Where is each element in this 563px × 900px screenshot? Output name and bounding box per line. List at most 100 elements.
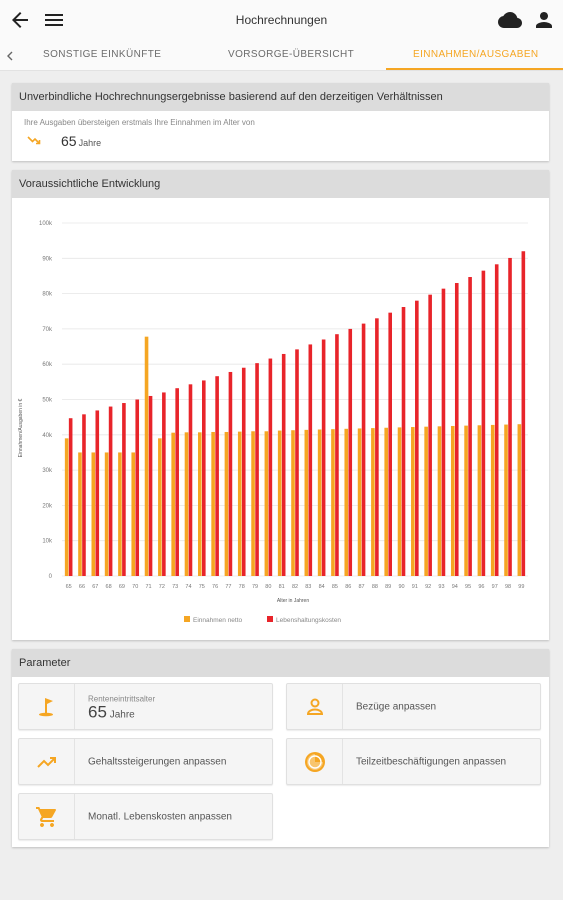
y-tick-label: 20k xyxy=(42,503,53,509)
bar-income xyxy=(424,426,428,576)
bar-income xyxy=(437,426,442,576)
back-arrow-icon[interactable] xyxy=(8,8,32,32)
living-costs-button[interactable]: Monatl. Lebenskosten anpassen xyxy=(18,793,273,840)
bar-expenses xyxy=(162,392,166,576)
x-tick-label: 96 xyxy=(478,584,484,590)
bar-expenses xyxy=(148,395,153,576)
trending-down-icon xyxy=(27,136,41,145)
bar-income xyxy=(411,427,415,576)
x-tick-label: 67 xyxy=(92,584,98,590)
x-tick-label: 98 xyxy=(505,584,511,590)
bar-expenses xyxy=(375,318,379,576)
y-tick-label: 70k xyxy=(42,327,53,333)
x-tick-label: 76 xyxy=(212,584,218,590)
x-tick-label: 91 xyxy=(412,584,418,590)
bar-income xyxy=(198,432,202,576)
bar-expenses xyxy=(135,399,140,576)
bar-expenses xyxy=(494,264,499,576)
bar-income xyxy=(464,425,468,576)
bar-income xyxy=(331,429,335,576)
x-tick-label: 75 xyxy=(199,584,205,590)
x-tick-label: 86 xyxy=(345,584,351,590)
bar-income xyxy=(104,452,109,576)
y-tick-label: 90k xyxy=(42,256,53,262)
income-adjust-label: Bezüge anpassen xyxy=(356,701,437,712)
bar-income xyxy=(397,427,402,576)
bar-expenses xyxy=(415,300,419,576)
bar-income xyxy=(371,428,375,576)
result-header: Unverbindliche Hochrechnungsergebnisse b… xyxy=(12,83,549,111)
legend-swatch xyxy=(184,616,190,622)
bar-expenses xyxy=(468,277,472,576)
tab-einnahmen-ausgaben[interactable]: EINNAHMEN/AUSGABEN xyxy=(413,49,539,60)
bar-expenses xyxy=(295,349,299,576)
menu-icon[interactable] xyxy=(42,8,66,32)
bar-income xyxy=(118,452,122,576)
bar-income xyxy=(317,429,322,576)
y-tick-label: 30k xyxy=(42,468,53,474)
bar-income xyxy=(78,452,82,576)
legend-label: Lebenshaltungskosten xyxy=(276,617,341,624)
bar-income xyxy=(237,431,242,576)
parameter-header: Parameter xyxy=(12,649,549,677)
x-tick-label: 88 xyxy=(372,584,378,590)
x-tick-label: 82 xyxy=(292,584,298,590)
bar-expenses xyxy=(508,257,512,576)
x-tick-label: 74 xyxy=(185,584,191,590)
tab-sonstige-einkuenfte[interactable]: SONSTIGE EINKÜNFTE xyxy=(43,49,162,60)
bar-expenses xyxy=(241,367,246,576)
bar-income xyxy=(450,425,455,576)
cloud-icon[interactable] xyxy=(498,8,522,32)
retirement-age-button[interactable]: Renteneintrittsalter 65 Jahre xyxy=(18,683,273,730)
bar-expenses xyxy=(82,414,86,576)
account-icon[interactable] xyxy=(532,8,556,32)
bar-expenses xyxy=(481,270,486,576)
development-chart: 0 10k 20k 30k 40k 50k 60k 70k 80k 90k 100k 65 66 67 6… xyxy=(18,221,528,624)
income-adjust-button[interactable]: Bezüge anpassen xyxy=(286,683,541,730)
x-tick-label: 71 xyxy=(145,584,151,590)
result-age-unit: Jahre xyxy=(78,138,102,148)
part-time-button[interactable]: Teilzeitbeschäftigungen anpassen xyxy=(286,738,541,785)
shopping-cart-icon xyxy=(36,806,56,827)
golf-flag-icon xyxy=(39,697,53,716)
salary-increase-button[interactable]: Gehaltssteigerungen anpassen xyxy=(18,738,273,785)
tab-vorsorge-uebersicht[interactable]: VORSORGE-ÜBERSICHT xyxy=(228,49,355,60)
bar-income xyxy=(490,424,495,576)
bar-expenses xyxy=(441,288,446,576)
bar-income xyxy=(384,427,388,576)
x-tick-label: 99 xyxy=(518,584,524,590)
bar-income xyxy=(517,424,522,576)
clock-icon xyxy=(305,751,325,772)
x-tick-label: 81 xyxy=(279,584,285,590)
bar-expenses xyxy=(255,363,259,576)
bar-expenses xyxy=(281,353,286,576)
bar-expenses xyxy=(401,307,406,576)
bar-income xyxy=(277,430,282,576)
bar-expenses xyxy=(454,283,459,576)
result-age-value: 65 xyxy=(61,133,77,149)
bar-expenses xyxy=(228,371,233,576)
bar-expenses xyxy=(268,358,273,576)
bar-income xyxy=(504,424,508,576)
chevron-left-icon[interactable] xyxy=(6,51,14,61)
bar-expenses xyxy=(335,334,339,576)
salary-increase-label: Gehaltssteigerungen anpassen xyxy=(88,756,227,767)
x-tick-label: 69 xyxy=(119,584,125,590)
tab-bar: SONSTIGE EINKÜNFTE VORSORGE-ÜBERSICHT EI… xyxy=(0,40,563,71)
y-tick-label: 80k xyxy=(42,292,53,298)
bar-income xyxy=(477,425,482,576)
part-time-label: Teilzeitbeschäftigungen anpassen xyxy=(356,756,507,767)
bar-income xyxy=(291,430,295,576)
y-tick-label: 10k xyxy=(42,539,53,545)
bar-expenses xyxy=(122,403,126,576)
bar-income xyxy=(91,452,96,576)
retirement-age-unit: Jahre xyxy=(109,709,135,720)
x-tick-label: 72 xyxy=(159,584,165,590)
person-outline-icon xyxy=(306,698,324,715)
legend-label: Einnahmen netto xyxy=(193,617,243,624)
bar-income xyxy=(344,428,349,576)
x-tick-label: 97 xyxy=(492,584,498,590)
x-tick-label: 95 xyxy=(465,584,471,590)
x-tick-label: 85 xyxy=(332,584,338,590)
bar-income xyxy=(211,431,215,576)
